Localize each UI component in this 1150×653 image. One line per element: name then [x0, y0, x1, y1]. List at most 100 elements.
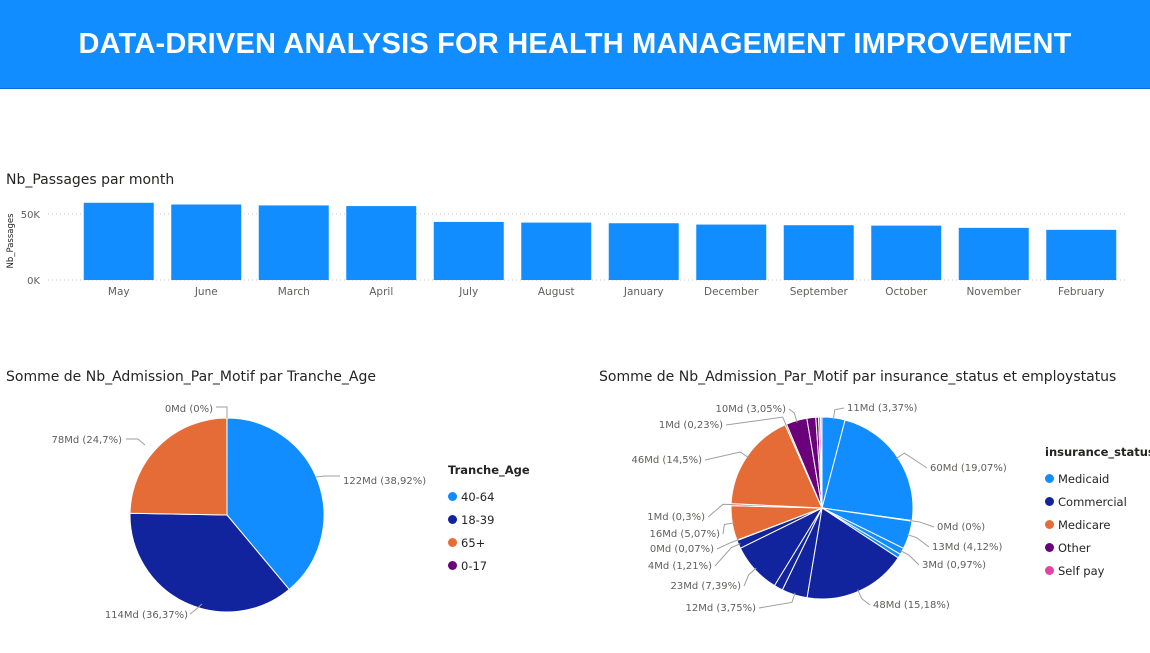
- leader-14: [704, 451, 749, 461]
- legend-item-commercial[interactable]: Commercial: [1045, 490, 1150, 513]
- legend-marker: [1045, 497, 1054, 506]
- leader-2: [910, 520, 935, 528]
- y-axis-label: Nb_Passages: [6, 213, 16, 269]
- legend-label: Medicaid: [1058, 471, 1110, 486]
- leader-3: [906, 534, 930, 548]
- bar-june: [171, 204, 242, 280]
- leader-4: [899, 549, 920, 566]
- bar-december: [696, 224, 767, 280]
- data-label-12: 16Md (5,07%): [650, 529, 721, 540]
- data-label-15: 1Md (0,23%): [659, 420, 723, 431]
- legend-item-other[interactable]: Other: [1045, 536, 1150, 559]
- legend-label: 40-64: [461, 489, 495, 504]
- legend-item-0-17[interactable]: 0-17: [448, 554, 530, 577]
- leader-65plus: [126, 438, 146, 446]
- data-label-4: 3Md (0,97%): [922, 560, 986, 571]
- leader-6: [857, 589, 871, 606]
- legend-item-self-pay[interactable]: Self pay: [1045, 559, 1150, 582]
- x-tick-march: March: [278, 286, 310, 298]
- data-label-2: 0Md (0%): [937, 522, 985, 533]
- bar-july: [433, 221, 504, 280]
- legend-marker: [448, 561, 457, 570]
- leader-1: [895, 452, 928, 469]
- legend-marker: [1045, 474, 1054, 483]
- slice-40-64: [226, 417, 325, 591]
- bar-february: [1046, 229, 1117, 280]
- data-label-11: 0Md (0,07%): [650, 544, 714, 555]
- leader-12: [722, 522, 735, 535]
- x-tick-august: August: [538, 286, 575, 298]
- legend-marker: [448, 515, 457, 524]
- legend-label: Other: [1058, 540, 1091, 555]
- bar-november: [958, 227, 1029, 280]
- insurance-pie-chart[interactable]: 11Md (3,37%) 60Md (19,07%) 0Md (0%) 13Md (4…: [600, 395, 1040, 645]
- legend-marker: [1045, 566, 1054, 575]
- data-label-16: 10Md (3,05%): [716, 404, 787, 415]
- legend-marker: [448, 492, 457, 501]
- legend-item-65plus[interactable]: 65+: [448, 531, 530, 554]
- insurance-legend-title: insurance_status: [1045, 445, 1150, 459]
- data-label-6: 48Md (15,18%): [873, 600, 950, 611]
- leader-0-17: [216, 406, 228, 418]
- x-tick-april: April: [369, 286, 393, 298]
- bar-september: [783, 225, 854, 280]
- legend-label: Commercial: [1058, 494, 1127, 509]
- data-label-40-64: 122Md (38,92%): [343, 476, 426, 487]
- bar-october: [871, 225, 942, 280]
- data-label-14: 46Md (14,5%): [632, 455, 703, 466]
- x-tick-september: September: [790, 286, 849, 298]
- leader-15: [725, 416, 788, 427]
- insurance-legend: insurance_status Medicaid Commercial Medic…: [1045, 445, 1150, 582]
- x-tick-may: May: [108, 286, 130, 298]
- legend-marker: [1045, 543, 1054, 552]
- data-label-65plus: 78Md (24,7%): [52, 435, 123, 446]
- legend-marker: [1045, 520, 1054, 529]
- dashboard-title: DATA-DRIVEN ANALYSIS FOR HEALTH MANAGEME…: [78, 27, 1072, 60]
- data-label-9: 23Md (7,39%): [671, 581, 742, 592]
- x-tick-july: July: [458, 286, 478, 298]
- bar-march: [258, 205, 329, 280]
- age-legend-title: Tranche_Age: [448, 463, 530, 477]
- legend-marker: [448, 538, 457, 547]
- y-tick-50k: 50K: [21, 210, 41, 221]
- legend-label: 18-39: [461, 512, 495, 527]
- legend-item-18-39[interactable]: 18-39: [448, 508, 530, 531]
- data-label-0: 11Md (3,37%): [847, 403, 918, 414]
- leader-13: [707, 503, 734, 518]
- data-label-0-17: 0Md (0%): [165, 404, 213, 415]
- leader-10: [714, 543, 741, 567]
- insurance-pie-title: Somme de Nb_Admission_Par_Motif par insu…: [599, 369, 1117, 385]
- data-label-18-39: 114Md (36,37%): [105, 610, 188, 621]
- bar-april: [346, 206, 417, 280]
- legend-label: 0-17: [461, 558, 488, 573]
- x-tick-december: December: [704, 286, 759, 298]
- age-pie-title: Somme de Nb_Admission_Par_Motif par Tran…: [6, 369, 376, 385]
- slice-65plus: [129, 417, 228, 516]
- slice-18-39: [129, 512, 290, 613]
- leader-40-64: [315, 475, 340, 478]
- bar-chart[interactable]: 0K 50K Nb_Passages May June March April July Aug…: [0, 195, 1150, 335]
- legend-label: Self pay: [1058, 563, 1105, 578]
- leader-11: [716, 539, 739, 550]
- y-tick-0k: 0K: [27, 276, 40, 287]
- legend-item-medicaid[interactable]: Medicaid: [1045, 467, 1150, 490]
- leader-0: [832, 407, 845, 420]
- x-tick-november: November: [966, 286, 1021, 298]
- legend-item-medicare[interactable]: Medicare: [1045, 513, 1150, 536]
- data-label-3: 13Md (4,12%): [932, 542, 1003, 553]
- bar-chart-title: Nb_Passages par month: [6, 172, 175, 188]
- leader-7: [758, 592, 796, 609]
- data-label-10: 4Md (1,21%): [648, 561, 712, 572]
- age-pie-chart[interactable]: 122Md (38,92%) 114Md (36,37%) 78Md (24,7%)…: [0, 395, 440, 645]
- legend-item-40-64[interactable]: 40-64: [448, 485, 530, 508]
- header-banner: DATA-DRIVEN ANALYSIS FOR HEALTH MANAGEME…: [0, 0, 1150, 89]
- x-tick-october: October: [885, 286, 928, 298]
- legend-label: 65+: [461, 535, 486, 550]
- age-legend: Tranche_Age 40-64 18-39 65+ 0-17: [448, 463, 530, 577]
- leader-16: [788, 408, 798, 423]
- leader-9: [743, 567, 757, 587]
- data-label-7: 12Md (3,75%): [686, 603, 757, 614]
- x-tick-january: January: [623, 286, 664, 298]
- slice-20: [820, 416, 823, 509]
- legend-label: Medicare: [1058, 517, 1111, 532]
